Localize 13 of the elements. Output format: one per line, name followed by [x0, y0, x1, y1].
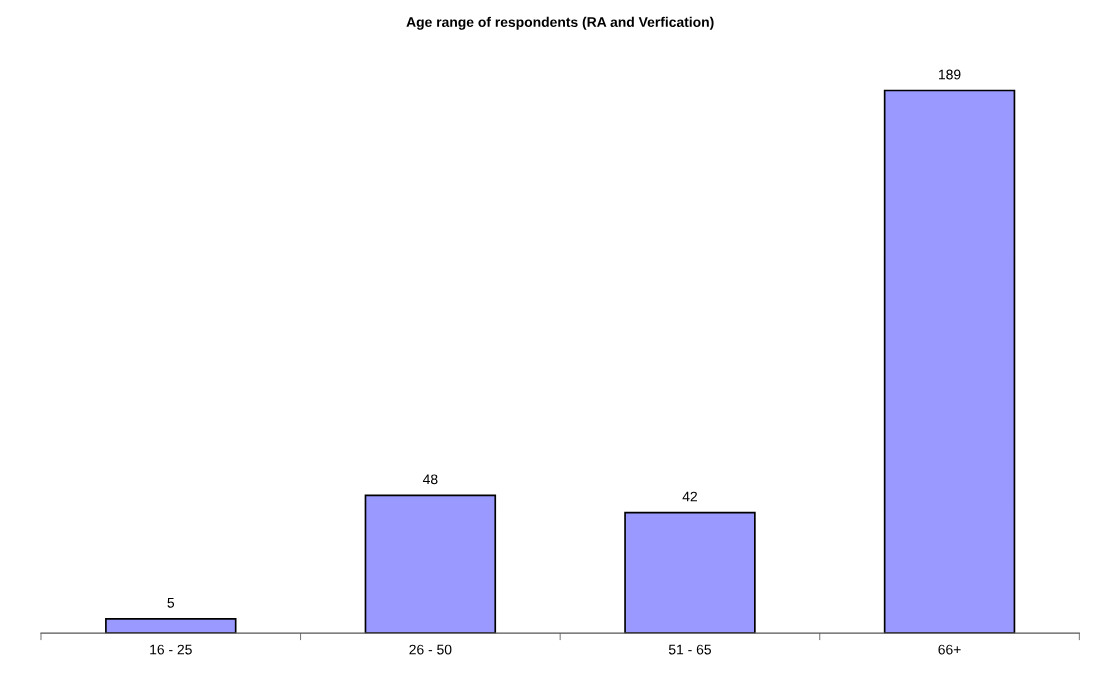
data-label: 189	[939, 69, 961, 80]
bar	[883, 89, 1016, 634]
x-tick-label: 26 - 50	[409, 644, 452, 655]
chart-title: Age range of respondents (RA and Verfication)	[406, 16, 714, 30]
bar	[105, 617, 237, 634]
bar	[624, 511, 756, 634]
x-tick-label: 66+	[938, 644, 961, 655]
data-label: 48	[422, 474, 438, 485]
x-tick-label: 51 - 65	[668, 644, 711, 655]
bar	[364, 494, 497, 634]
x-tick-label: 16 - 25	[150, 644, 192, 655]
data-label: 42	[682, 491, 697, 502]
data-label: 5	[167, 598, 175, 608]
